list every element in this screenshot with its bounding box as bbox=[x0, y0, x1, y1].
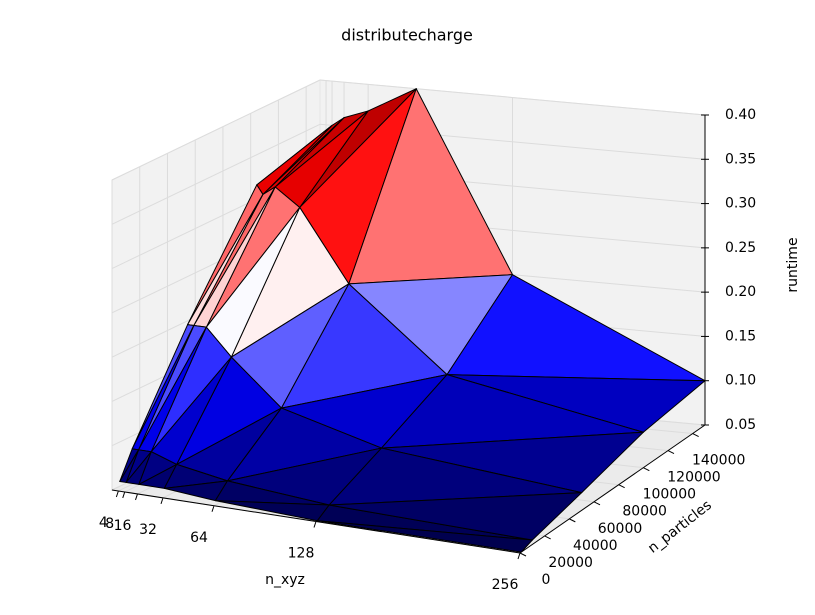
x-tick-label: 128 bbox=[288, 546, 315, 562]
y-tick-label: 20000 bbox=[548, 555, 593, 571]
y-tick-label: 100000 bbox=[643, 487, 696, 503]
chart-title: distributecharge bbox=[341, 26, 473, 45]
surface-face bbox=[316, 520, 533, 553]
y-tick bbox=[569, 518, 576, 523]
y-tick-label: 40000 bbox=[573, 538, 618, 554]
grid-line bbox=[111, 79, 321, 181]
x-axis-label: n_xyz bbox=[265, 572, 305, 588]
x-tick bbox=[115, 490, 119, 498]
z-tick-label: 0.40 bbox=[725, 107, 756, 123]
x-tick-label: 256 bbox=[492, 577, 519, 593]
z-tick-label: 0.15 bbox=[725, 328, 756, 344]
y-tick-label: 140000 bbox=[692, 453, 745, 469]
y-tick bbox=[593, 501, 601, 506]
x-tick-label: 32 bbox=[139, 522, 157, 538]
y-tick bbox=[667, 450, 675, 455]
z-tick-label: 0.05 bbox=[725, 417, 756, 433]
y-tick-label: 120000 bbox=[667, 470, 720, 486]
y-tick bbox=[643, 467, 650, 472]
y-tick-label: 60000 bbox=[598, 521, 643, 537]
y-tick bbox=[544, 535, 551, 540]
z-tick-label: 0.20 bbox=[725, 284, 756, 300]
y-tick bbox=[692, 433, 699, 437]
x-tick-label: 4 bbox=[99, 515, 108, 531]
y-tick-label: 80000 bbox=[622, 504, 667, 520]
y-tick bbox=[618, 484, 625, 489]
axis-line bbox=[111, 489, 521, 554]
x-tick bbox=[313, 521, 317, 528]
x-tick bbox=[160, 497, 164, 505]
z-axis-label: runtime bbox=[785, 237, 801, 292]
x-tick bbox=[211, 505, 215, 512]
z-tick-label: 0.25 bbox=[725, 240, 756, 256]
surface-face bbox=[119, 449, 140, 483]
x-tick bbox=[135, 493, 138, 501]
x-tick bbox=[122, 491, 126, 499]
z-tick-label: 0.10 bbox=[725, 373, 756, 389]
grid-line bbox=[111, 123, 321, 225]
x-tick-label: 64 bbox=[190, 530, 208, 546]
y-tick bbox=[519, 552, 527, 557]
axis-line bbox=[519, 424, 706, 554]
x-tick-label: 8 bbox=[105, 516, 114, 532]
x-tick bbox=[517, 552, 521, 560]
z-tick-label: 0.35 bbox=[725, 151, 756, 167]
y-tick-label: 0 bbox=[542, 572, 551, 588]
x-tick-label: 16 bbox=[114, 518, 132, 534]
surface-face bbox=[328, 492, 583, 541]
z-tick-label: 0.30 bbox=[725, 196, 756, 212]
